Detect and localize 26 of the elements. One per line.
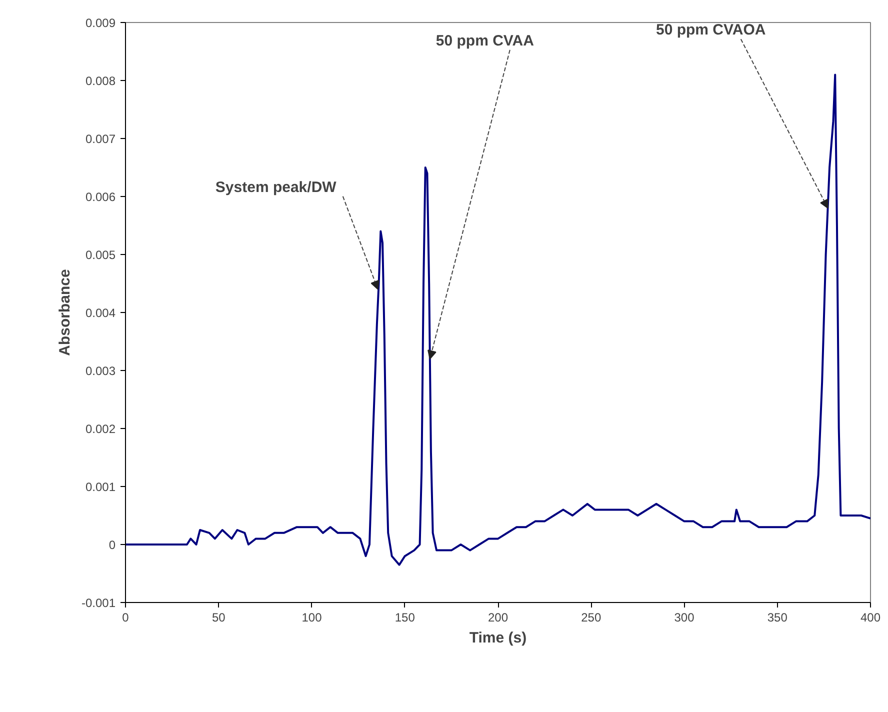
y-axis-title: Absorbance [56,269,74,356]
y-tick-label: 0.005 [85,248,116,262]
x-axis-title: Time (s) [469,630,527,646]
x-tick-label: 350 [767,610,788,624]
y-tick-label: 0.007 [85,132,116,146]
x-tick-label: 400 [860,610,881,624]
y-tick-label: 0.009 [85,16,116,30]
x-tick-label: 200 [488,610,508,624]
y-tick-label: 0.001 [85,480,116,494]
line-series [126,74,870,566]
annotation: 50 ppm CVAA [436,32,534,50]
y-tick-label: 0.002 [85,422,116,436]
annotation: System peak/DW [215,178,338,196]
y-tick-label: 0.003 [85,364,116,378]
x-tick-label: 50 [212,610,226,624]
y-tick-label: 0.008 [85,74,116,88]
x-tick-label: 250 [581,610,602,624]
x-tick-label: 300 [674,610,695,624]
y-tick-label: 0.004 [85,306,116,320]
y-tick-label: 0.006 [85,190,116,204]
y-tick-label: 0 [108,538,116,552]
x-tick-label: 100 [302,610,322,624]
x-tick-label: 150 [394,610,416,624]
x-tick-label: 0 [122,610,130,624]
y-tick-label: -0.001 [81,596,116,610]
annotation: 50 ppm CVAOA [656,22,766,39]
